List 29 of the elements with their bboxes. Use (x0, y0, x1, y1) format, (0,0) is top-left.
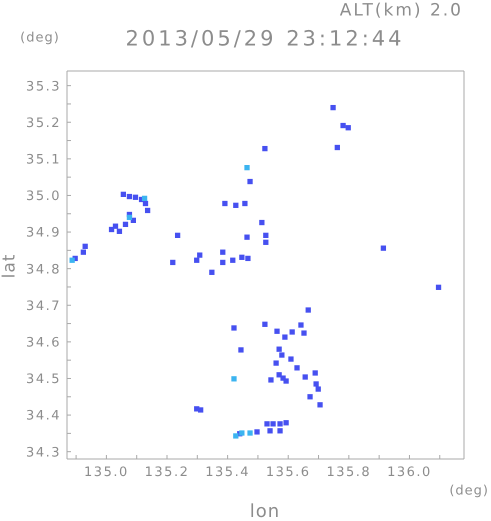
x-tick-label: 135.0 (84, 465, 129, 480)
x-tick-label: 136.0 (387, 465, 432, 480)
y-tick-label: 34.9 (26, 226, 61, 241)
point (244, 164, 250, 170)
chart-subtitle: ALT(km) 2.0 (340, 0, 463, 20)
y-tick-label: 34.8 (26, 262, 61, 278)
y-axis-title: lat (0, 254, 20, 278)
point (70, 258, 75, 263)
y-tick-label: 34.7 (26, 298, 61, 314)
y-tick-label: 35.3 (26, 79, 61, 94)
point (239, 430, 245, 436)
chart-title: 2013/05/29 23:12:44 (125, 26, 405, 50)
x-axis-title: lon (250, 501, 280, 521)
point (233, 433, 238, 439)
y-tick-label: 35.2 (26, 116, 61, 131)
y-tick-label: 34.4 (26, 408, 61, 424)
y-tick-label: 34.6 (26, 335, 61, 350)
y-tick-label: 35.0 (26, 189, 61, 204)
y-tick-label: 34.3 (26, 445, 61, 460)
point (231, 376, 237, 382)
x-tick-label: 135.8 (326, 465, 372, 480)
point (142, 196, 148, 202)
text: (deg) (20, 30, 60, 46)
x-tick-label: 135.6 (266, 465, 311, 480)
x-tick-label: 135.2 (144, 465, 190, 480)
text: (deg) (449, 484, 489, 498)
x-tick-label: 135.4 (205, 465, 250, 480)
y-tick-label: 35.1 (26, 152, 61, 168)
y-tick-label: 34.5 (26, 372, 61, 388)
